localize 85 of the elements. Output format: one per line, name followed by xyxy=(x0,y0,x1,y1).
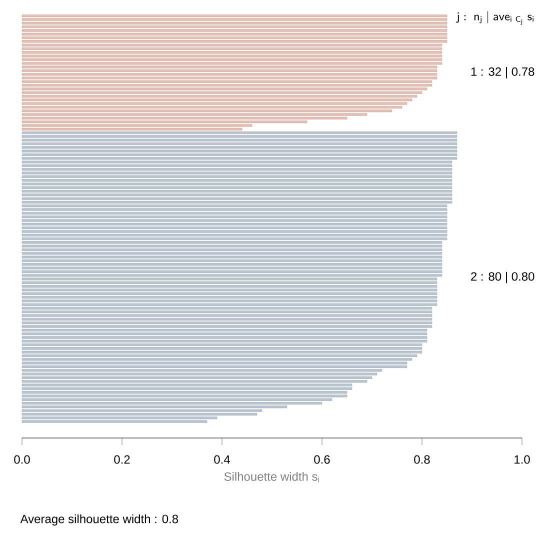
bar xyxy=(22,314,432,317)
bar xyxy=(22,132,458,134)
bar xyxy=(22,226,448,230)
bar xyxy=(22,32,448,36)
bar xyxy=(22,14,448,18)
bar xyxy=(22,135,458,138)
bar xyxy=(22,138,458,142)
bar xyxy=(22,29,448,32)
bar xyxy=(22,73,438,76)
bar xyxy=(22,84,432,87)
bar xyxy=(22,164,452,167)
bar xyxy=(22,394,348,398)
bar xyxy=(22,296,438,299)
bar xyxy=(22,40,448,43)
bar xyxy=(22,22,448,24)
bar xyxy=(22,142,458,146)
bar xyxy=(22,310,432,314)
bar xyxy=(22,18,448,21)
bar xyxy=(22,332,428,336)
bar xyxy=(22,238,448,240)
bar xyxy=(22,54,442,58)
bar xyxy=(22,230,448,233)
bar xyxy=(22,303,438,306)
bar xyxy=(22,219,448,222)
bar xyxy=(22,172,452,174)
bar xyxy=(22,62,442,65)
bar xyxy=(22,58,442,61)
bar xyxy=(22,248,442,252)
bar xyxy=(22,153,458,156)
x-tick-label: 0.0 xyxy=(14,455,30,464)
annotation: 1 : 32 | 0.78 xyxy=(471,67,534,78)
bar xyxy=(22,336,428,339)
bar xyxy=(22,252,442,255)
bar xyxy=(22,234,448,236)
bar xyxy=(22,26,448,28)
x-tick-label: 0.4 xyxy=(214,455,230,464)
bar xyxy=(22,212,448,214)
bar xyxy=(22,244,442,248)
bar xyxy=(22,365,408,368)
bar xyxy=(22,146,458,149)
bar xyxy=(22,387,352,390)
bar xyxy=(22,350,422,354)
bar xyxy=(22,182,452,186)
bar xyxy=(22,36,448,40)
bar xyxy=(22,216,448,218)
bar xyxy=(22,200,452,204)
bar xyxy=(22,222,448,226)
bar xyxy=(22,150,458,152)
bar xyxy=(22,51,442,54)
x-tick-label: 1.0 xyxy=(514,455,530,464)
bar xyxy=(22,300,438,302)
bar xyxy=(22,288,438,292)
bar xyxy=(22,175,452,178)
bar xyxy=(22,285,438,288)
bar xyxy=(22,318,432,320)
x-axis-title: Silhouette width s$_{i}$ xyxy=(224,472,320,482)
bar xyxy=(22,208,448,211)
bar xyxy=(22,76,438,80)
bar xyxy=(22,340,428,342)
bar xyxy=(22,157,458,160)
bar xyxy=(22,47,442,50)
bar xyxy=(22,69,438,72)
annotation: $\mathsf{j :\ n_{j}\ |\ ave_{i\ C_{j}}\ s_{i}}$ xyxy=(456,11,534,25)
bar xyxy=(22,274,442,277)
bar xyxy=(22,292,438,295)
bar xyxy=(22,347,422,350)
bar xyxy=(22,259,442,262)
text: Average silhouette width : 0.8 xyxy=(20,514,178,526)
bar xyxy=(22,281,438,284)
x-tick-label: 0.2 xyxy=(114,455,130,464)
bar xyxy=(22,194,452,196)
bar xyxy=(22,325,432,328)
bar xyxy=(22,256,442,258)
annotation: 2 : 80 | 0.80 xyxy=(471,272,534,284)
x-tick-label: 0.8 xyxy=(414,455,430,464)
bar xyxy=(22,186,452,189)
bar xyxy=(22,190,452,193)
x-tick-label: 0.6 xyxy=(314,455,330,464)
bar xyxy=(22,270,442,273)
bar xyxy=(22,179,452,182)
bar xyxy=(22,168,452,171)
bar xyxy=(22,322,432,324)
bar xyxy=(22,197,452,200)
bar xyxy=(22,266,442,270)
bar xyxy=(22,263,442,266)
